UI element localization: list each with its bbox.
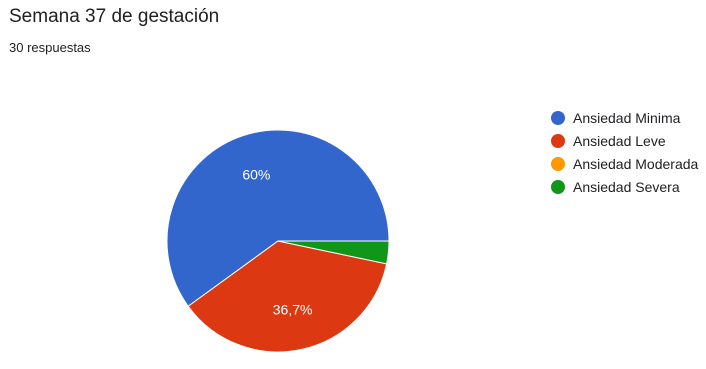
legend-label: Ansiedad Minima bbox=[573, 109, 681, 126]
response-count: 30 respuestas bbox=[9, 40, 91, 55]
chart-legend: Ansiedad Minima Ansiedad Leve Ansiedad Mod… bbox=[551, 106, 698, 198]
legend-item[interactable]: Ansiedad Minima bbox=[551, 106, 698, 129]
legend-swatch bbox=[551, 133, 565, 148]
chart-title: Semana 37 de gestación bbox=[9, 6, 220, 27]
legend-item[interactable]: Ansiedad Severa bbox=[551, 175, 698, 198]
legend-label: Ansiedad Moderada bbox=[573, 155, 699, 172]
legend-swatch bbox=[551, 156, 565, 171]
legend-label: Ansiedad Severa bbox=[573, 178, 680, 195]
pie-slice-ansiedad-severa bbox=[277, 240, 390, 265]
legend-label: Ansiedad Leve bbox=[573, 132, 666, 149]
slice-data-label: 60% bbox=[242, 166, 270, 182]
legend-swatch bbox=[551, 179, 565, 194]
legend-swatch bbox=[551, 110, 565, 125]
pie-slice-ansiedad-leve bbox=[187, 240, 388, 353]
slice-data-label: 36,7% bbox=[273, 301, 313, 317]
pie-slice-ansiedad-minima bbox=[166, 129, 390, 307]
legend-item[interactable]: Ansiedad Leve bbox=[551, 129, 698, 152]
legend-item[interactable]: Ansiedad Moderada bbox=[551, 152, 698, 175]
